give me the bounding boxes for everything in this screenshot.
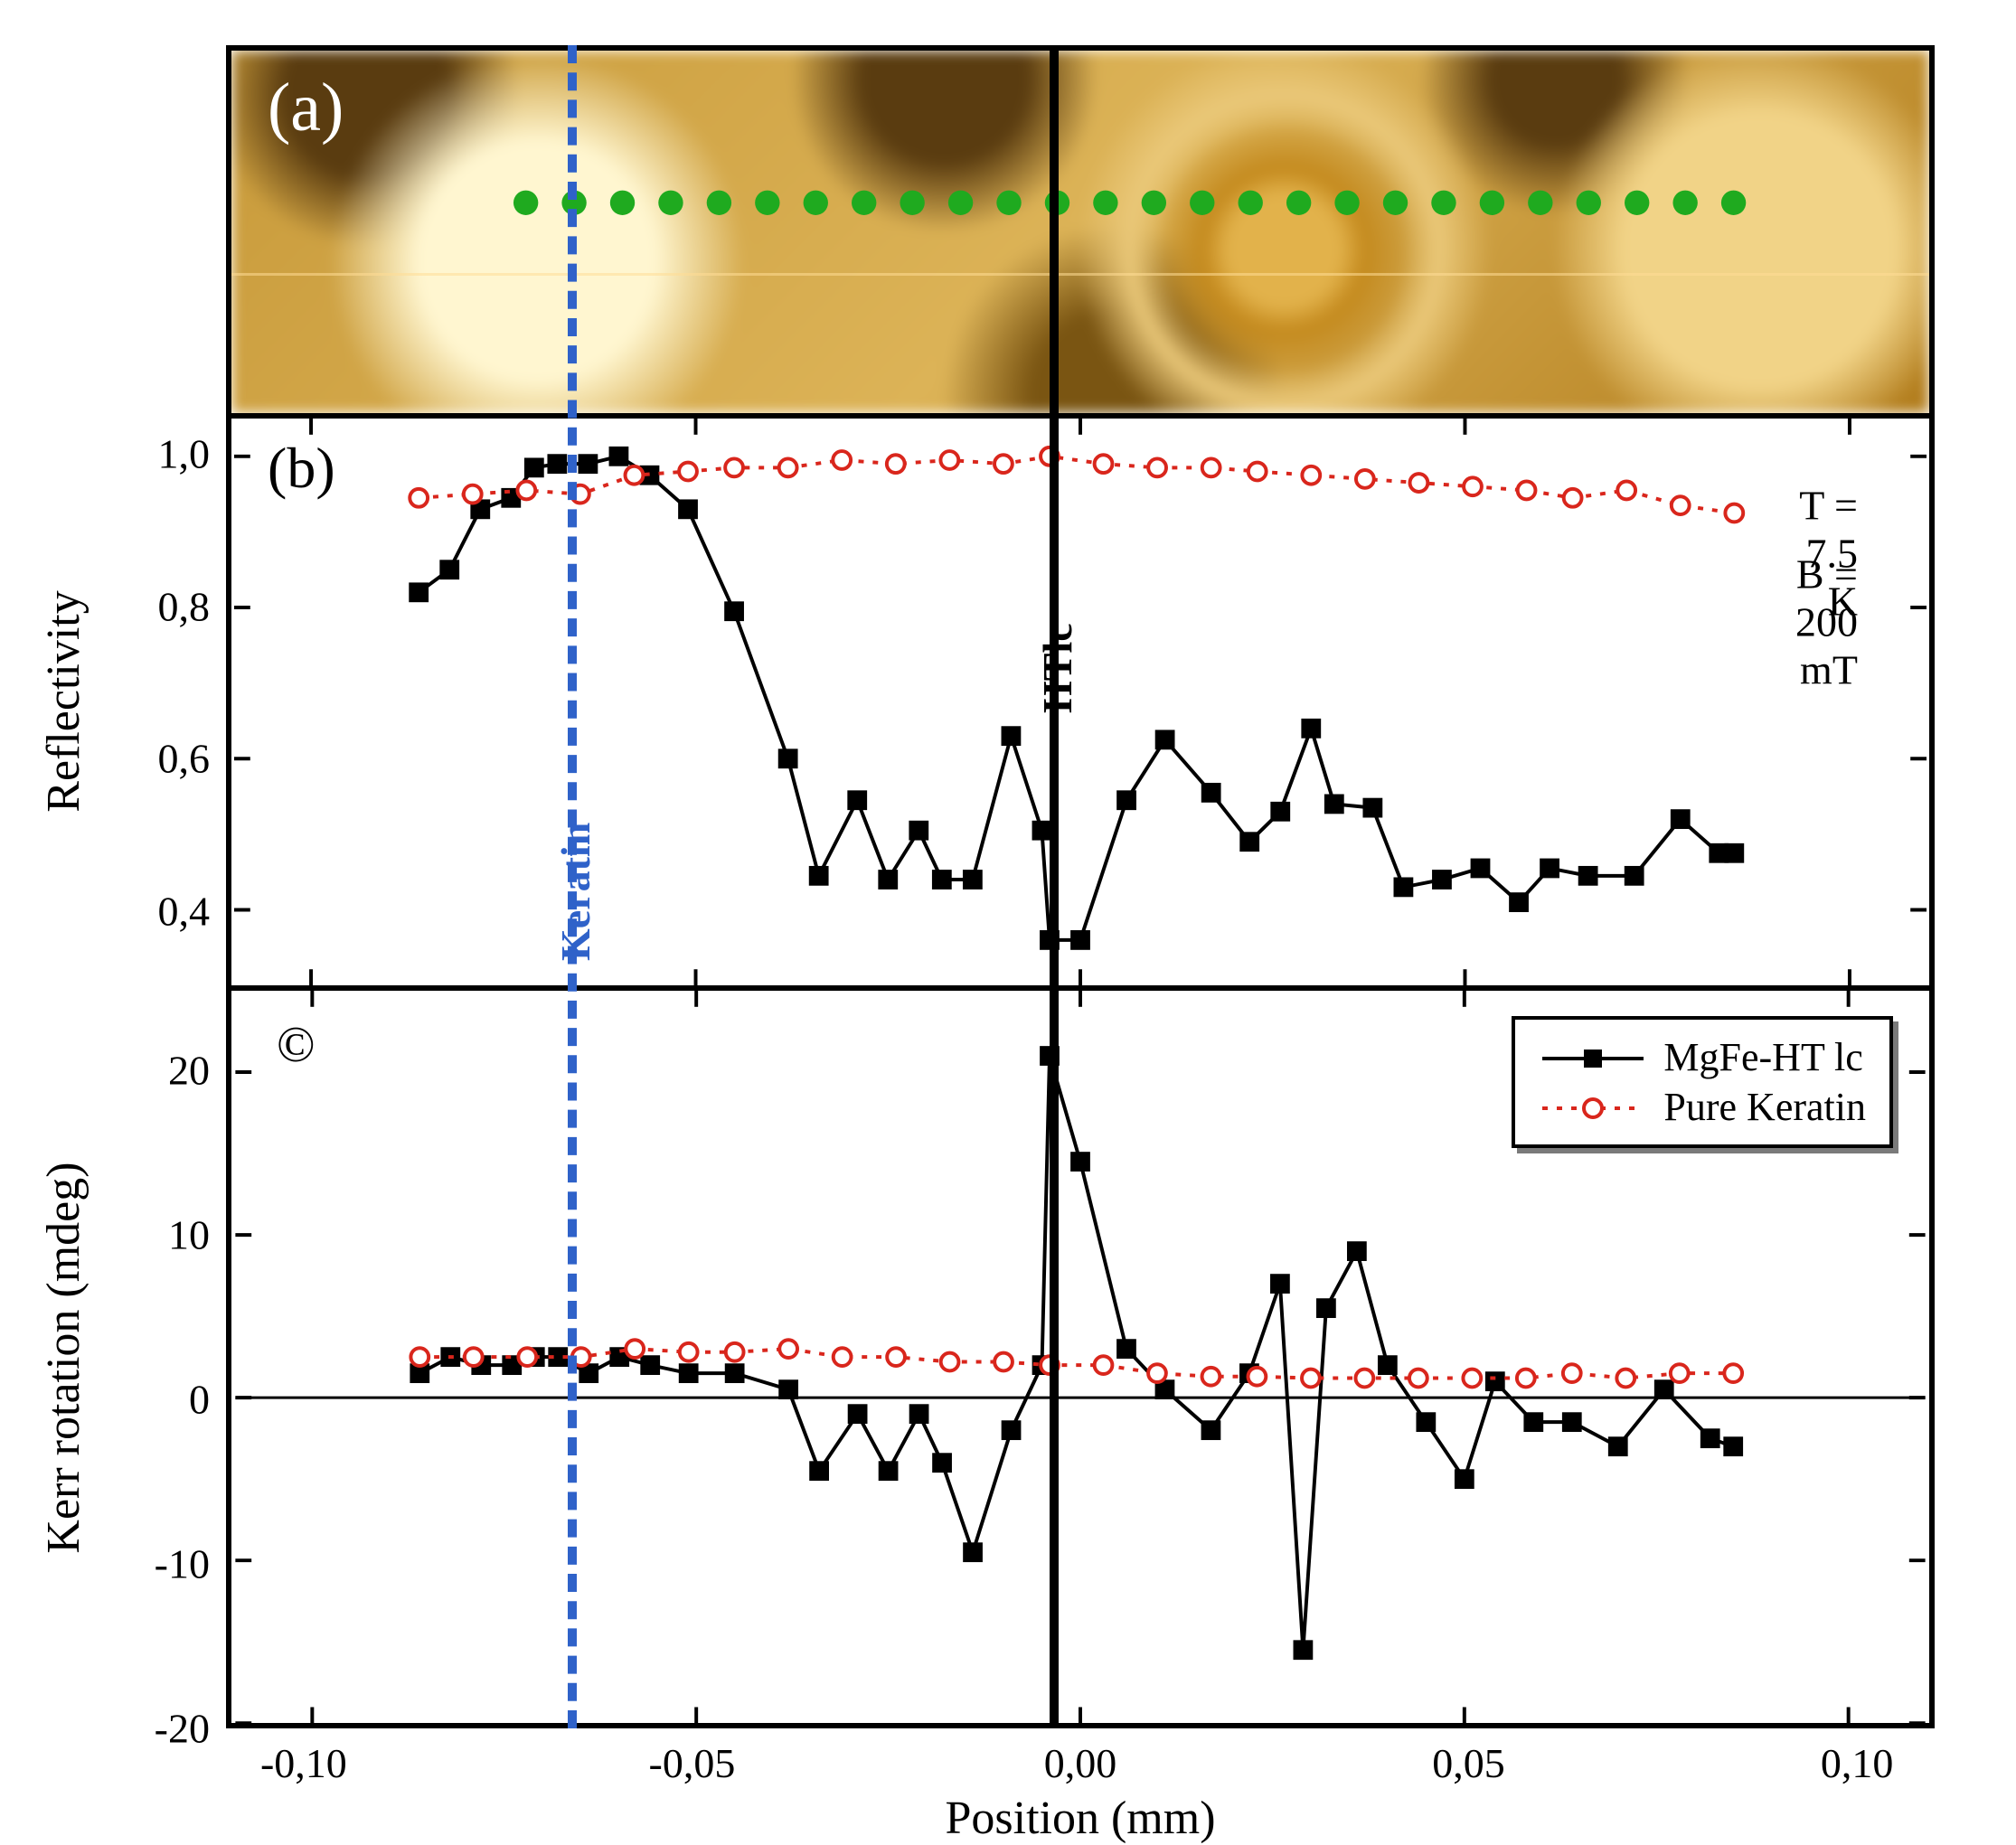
ytick-label: -10 <box>155 1539 210 1587</box>
vline-label-keratin: Keratin <box>551 822 599 960</box>
ytick-label: 1,0 <box>158 429 211 477</box>
xtick-label: -0,05 <box>649 1739 736 1787</box>
legend-entry: MgFe-HT lc <box>1539 1032 1866 1082</box>
legend-swatch <box>1539 1039 1647 1075</box>
annotation: B = 200 mT <box>1781 550 1858 693</box>
ylabel-b: Reflectivity <box>37 590 90 812</box>
legend: MgFe-HT lcPure Keratin <box>1512 1016 1893 1148</box>
panel-a-image: (a) <box>226 45 1935 416</box>
legend-label: Pure Keratin <box>1663 1082 1866 1132</box>
ytick-label: 0,6 <box>158 735 211 783</box>
ylabel-c: Kerr rotation (mdeg) <box>37 1163 90 1554</box>
vline-label-htlc: HTlc <box>1033 623 1081 713</box>
figure: (a) (b) © MgFe-HT lcPure Keratin Keratin… <box>0 0 2016 1819</box>
xtick-label: -0,10 <box>260 1739 347 1787</box>
ytick-label: 0,4 <box>158 888 211 936</box>
xtick-label: 0,00 <box>1044 1739 1117 1787</box>
legend-label: MgFe-HT lc <box>1663 1032 1862 1082</box>
xtick-label: 0,05 <box>1432 1739 1505 1787</box>
panel-label-b: (b) <box>268 435 335 502</box>
ytick-label: 20 <box>168 1046 210 1094</box>
panel-stack: (a) (b) © MgFe-HT lcPure Keratin Keratin… <box>226 45 1935 1728</box>
scan-dots <box>231 51 1929 413</box>
ytick-label: 0 <box>189 1375 210 1423</box>
ytick-label: 10 <box>168 1210 210 1258</box>
vline-htlc <box>1050 45 1059 1728</box>
xtick-label: 0,10 <box>1821 1739 1894 1787</box>
ytick-label: 0,8 <box>158 582 211 630</box>
legend-swatch <box>1539 1088 1647 1125</box>
legend-entry: Pure Keratin <box>1539 1082 1866 1132</box>
xlabel: Position (mm) <box>945 1792 1215 1845</box>
panel-c-kerr: © MgFe-HT lcPure Keratin <box>226 988 1935 1728</box>
panel-label-c: © <box>277 1016 316 1074</box>
panel-label-a: (a) <box>268 69 344 147</box>
ytick-label: -20 <box>155 1704 210 1752</box>
